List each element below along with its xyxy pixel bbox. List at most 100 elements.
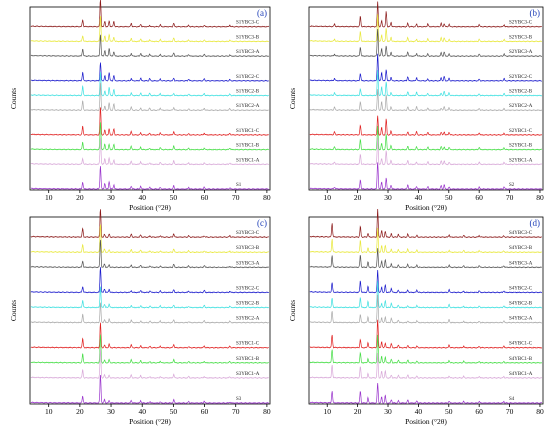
series-label: S4YBC2-A — [509, 317, 533, 322]
x-tick-label: 20 — [76, 193, 84, 202]
series-label: S4YBC3-C — [509, 231, 533, 236]
x-axis-label: Position (°2θ) — [129, 203, 171, 212]
plot-frame — [29, 216, 271, 405]
y-axis-label: Counts — [9, 88, 18, 109]
trace-S4YBC1-A — [309, 352, 542, 379]
series-label: S4YBC3-B — [509, 246, 533, 251]
x-tick-label: 20 — [76, 407, 84, 416]
trace-S2 — [309, 162, 543, 191]
series-label: S4YBC1-A — [509, 372, 533, 377]
x-tick-label: 20 — [354, 407, 362, 416]
series-label: S1YBC2-C — [236, 75, 260, 80]
series-label: S2YBC1-B — [509, 144, 533, 149]
trace-S2YBC2-C — [309, 53, 543, 82]
series-label: S3 — [236, 397, 242, 402]
trace-S4YBC3-C — [309, 208, 542, 239]
x-axis-label: Position (°2θ) — [405, 203, 447, 212]
trace-S2YBC1-B — [309, 125, 542, 151]
x-tick-label: 10 — [323, 407, 331, 416]
trace-S4YBC3-A — [309, 248, 542, 269]
series-label: S1YBC3-A — [236, 50, 260, 55]
trace-S2YBC2-A — [309, 89, 543, 112]
series-label: S1YBC2-B — [236, 90, 260, 95]
series-label: S2YBC1-C — [509, 129, 533, 134]
x-axis-label: Position (°2θ) — [405, 417, 447, 426]
trace-S3YBC2-C — [30, 267, 270, 294]
x-tick-label: 80 — [263, 193, 271, 202]
series-label: S2YBC3-C — [509, 21, 533, 26]
xrd-panel-d: S4YBC3-C S4YBC3-B S4YBC3-A S4YBC2-C S4YBC2-B… — [288, 208, 544, 426]
trace-S1YBC1-A — [30, 137, 269, 166]
series-label: S3YBC1-B — [236, 357, 260, 362]
series-label: S2YBC2-A — [509, 104, 533, 109]
series-label: S1YBC1-C — [236, 129, 260, 134]
series-label: S4YBC1-B — [509, 357, 533, 362]
panel-label: (c) — [257, 218, 267, 228]
trace-S2YBC1-C — [309, 115, 542, 136]
trace-S2YBC3-C — [309, 1, 542, 28]
x-tick-label: 50 — [445, 193, 453, 202]
series-label: S1YBC2-A — [236, 104, 260, 109]
panel-label: (b) — [530, 8, 541, 18]
trace-S3YBC2-A — [30, 302, 269, 324]
trace-S1YBC3-B — [30, 15, 270, 43]
trace-S2YBC3-A — [309, 28, 543, 58]
trace-S4YBC3-B — [309, 227, 542, 254]
xrd-panel-c: S3YBC3-C S3YBC3-B S3YBC3-A S3YBC2-C S3YBC2-B… — [9, 209, 271, 426]
series-label: S4YBC2-B — [509, 302, 533, 307]
trace-S3 — [30, 374, 269, 405]
x-tick-label: 70 — [232, 407, 240, 416]
x-tick-label: 80 — [536, 193, 544, 202]
trace-S1YBC1-B — [30, 122, 269, 151]
series-label: S3YBC1-A — [236, 372, 260, 377]
x-tick-label: 60 — [201, 407, 209, 416]
series-label: S2YBC2-C — [509, 75, 533, 80]
y-axis-label: Counts — [288, 88, 297, 109]
x-tick-label: 70 — [506, 193, 514, 202]
x-tick-label: 40 — [415, 407, 423, 416]
x-tick-label: 10 — [45, 193, 53, 202]
plot-frame — [308, 216, 544, 405]
trace-S2YBC3-B — [309, 14, 542, 43]
trace-S3YBC3-A — [30, 239, 270, 269]
series-label: S3YBC2-C — [236, 286, 260, 291]
x-tick-label: 40 — [415, 193, 423, 202]
series-label: S2YBC3-A — [509, 50, 533, 55]
x-tick-label: 30 — [107, 407, 115, 416]
trace-S3YBC3-B — [30, 224, 270, 254]
x-tick-label: 20 — [354, 193, 362, 202]
trace-S1YBC2-B — [30, 72, 269, 97]
series-label: S4YBC1-C — [509, 342, 533, 347]
trace-S2YBC1-A — [309, 137, 543, 166]
series-label: S1YBC1-A — [236, 158, 260, 163]
trace-S1YBC3-A — [30, 34, 270, 58]
x-tick-label: 40 — [138, 193, 146, 202]
series-label: S4YBC2-C — [509, 286, 533, 291]
trace-S1YBC2-C — [30, 62, 270, 82]
x-tick-label: 60 — [475, 407, 483, 416]
x-tick-label: 40 — [138, 407, 146, 416]
x-tick-label: 60 — [201, 193, 209, 202]
trace-S3YBC1-B — [30, 334, 269, 364]
x-tick-label: 80 — [263, 407, 271, 416]
series-label: S2YBC2-B — [509, 90, 533, 95]
trace-S3YBC1-C — [30, 322, 269, 349]
series-label: S2YBC3-B — [509, 35, 533, 40]
x-tick-label: 50 — [170, 407, 178, 416]
trace-S4YBC2-A — [309, 294, 543, 324]
series-label: S1 — [236, 183, 242, 188]
x-axis-label: Position (°2θ) — [129, 417, 171, 426]
series-label: S3YBC3-B — [236, 246, 260, 251]
y-axis-label: Counts — [9, 300, 18, 321]
series-label: S3YBC3-C — [236, 231, 260, 236]
x-tick-label: 10 — [45, 407, 53, 416]
series-label: S3YBC3-A — [236, 261, 260, 266]
x-tick-label: 30 — [107, 193, 115, 202]
x-tick-label: 10 — [323, 193, 331, 202]
series-label: S4YBC3-A — [509, 261, 533, 266]
series-label: S3YBC2-A — [236, 317, 260, 322]
series-label: S1YBC3-B — [236, 35, 260, 40]
x-tick-label: 30 — [384, 193, 392, 202]
x-tick-label: 50 — [445, 407, 453, 416]
